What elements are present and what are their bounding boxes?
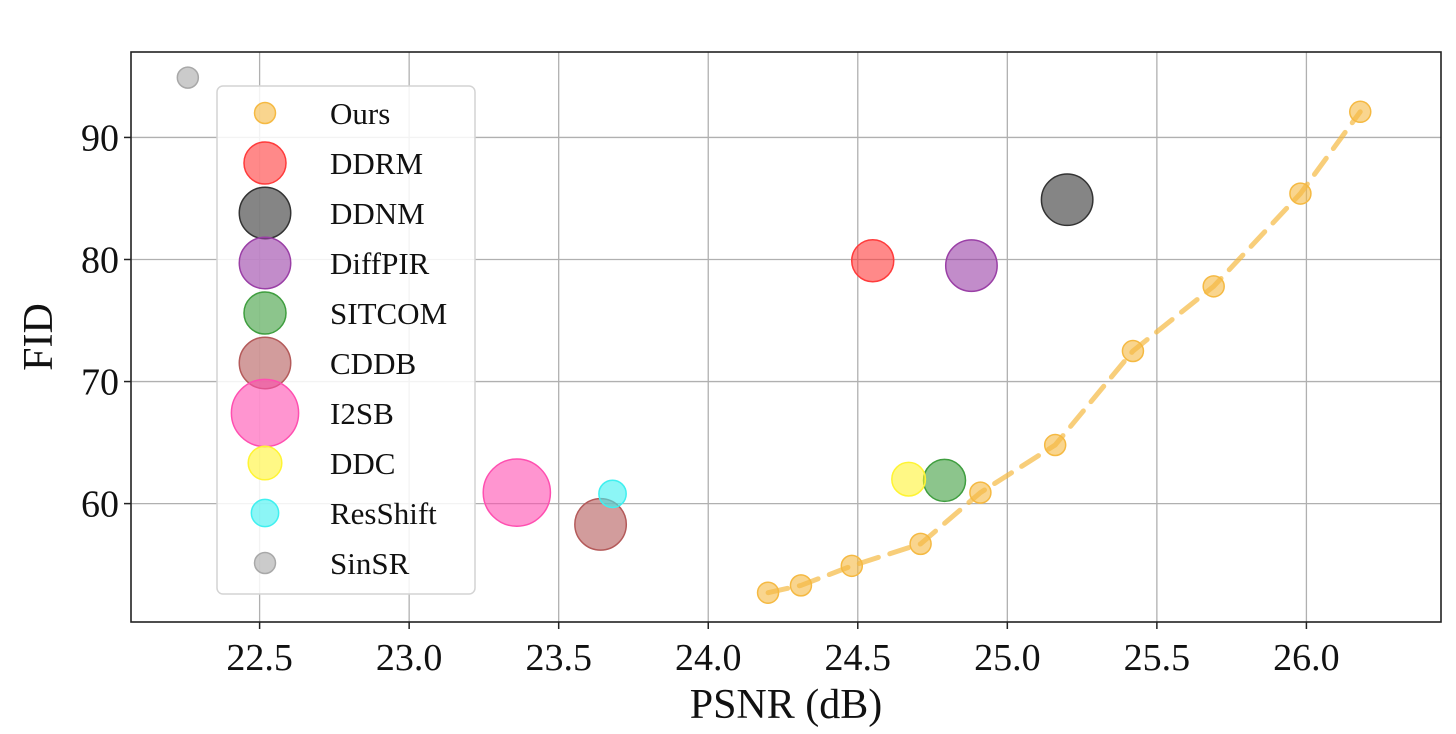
legend-label-ddnm: DDNM xyxy=(330,196,425,231)
point-resshift-0 xyxy=(598,479,627,509)
point-ours-6 xyxy=(1121,339,1145,363)
legend-marker-resshift xyxy=(250,498,280,528)
point-ours-9 xyxy=(1348,100,1372,124)
legend-marker-ddc xyxy=(247,445,283,481)
legend-marker-diffpir xyxy=(238,236,292,290)
legend-label-sitcom: SITCOM xyxy=(330,296,447,331)
point-sitcom-0 xyxy=(922,458,967,503)
x-tick-label: 24.0 xyxy=(675,637,742,679)
legend-label-diffpir: DiffPIR xyxy=(330,246,430,281)
legend-label-ours: Ours xyxy=(330,96,390,131)
legend-marker-ddrm xyxy=(243,141,287,185)
data-points xyxy=(176,66,1372,604)
point-diffpir-0 xyxy=(944,239,998,293)
legend-label-ddc: DDC xyxy=(330,446,395,481)
ours-dashed-line xyxy=(765,109,1363,596)
x-tick-label: 24.5 xyxy=(825,637,892,679)
legend-marker-ours xyxy=(253,101,277,125)
legend-marker-i2sb xyxy=(230,378,300,448)
y-axis-title: FID xyxy=(16,303,62,371)
x-tick-label: 26.0 xyxy=(1273,637,1340,679)
legend-label-cddb: CDDB xyxy=(330,346,416,381)
legend-label-i2sb: I2SB xyxy=(330,396,394,431)
ours-trend-line xyxy=(765,109,1363,596)
point-ddnm-0 xyxy=(1040,173,1094,227)
legend-label-resshift: ResShift xyxy=(330,496,437,531)
legend-marker-sinsr xyxy=(253,551,277,575)
legend-label-sinsr: SinSR xyxy=(330,546,410,581)
tick-labels: 22.5 23.0 23.5 24.0 24.5 25.0 25.5 26.0 60 70 80 90 xyxy=(81,117,1340,679)
point-ddc-0 xyxy=(891,461,927,497)
plot-frame xyxy=(130,51,1442,623)
y-tick-label: 90 xyxy=(81,117,119,159)
point-ours-0 xyxy=(756,581,780,604)
x-tick-label: 23.5 xyxy=(525,637,592,679)
x-tick-label: 22.5 xyxy=(226,637,293,679)
point-ddrm-0 xyxy=(850,238,895,283)
x-axis-title: PSNR (dB) xyxy=(690,682,883,728)
y-tick-label: 60 xyxy=(81,484,119,526)
point-ours-5 xyxy=(1043,433,1067,457)
legend: Ours DDRM DDNM DiffPIR SITCOM CDDB I2SB DDC ResS… xyxy=(216,85,476,595)
x-tick-label: 25.5 xyxy=(1124,637,1191,679)
legend-marker-sitcom xyxy=(243,291,287,335)
y-tick-label: 80 xyxy=(81,239,119,281)
point-ours-7 xyxy=(1202,275,1225,298)
point-sinsr-0 xyxy=(176,66,200,89)
x-tick-label: 23.0 xyxy=(376,637,443,679)
legend-marker-ddnm xyxy=(238,186,292,240)
point-i2sb-0 xyxy=(482,458,552,527)
point-ours-3 xyxy=(909,532,932,556)
point-ours-8 xyxy=(1289,182,1312,205)
y-tick-label: 70 xyxy=(81,362,119,404)
legend-label-ddrm: DDRM xyxy=(330,146,423,181)
point-ours-1 xyxy=(789,574,813,597)
x-tick-label: 25.0 xyxy=(974,637,1041,679)
point-ours-4 xyxy=(969,481,992,504)
point-ours-2 xyxy=(840,554,864,578)
